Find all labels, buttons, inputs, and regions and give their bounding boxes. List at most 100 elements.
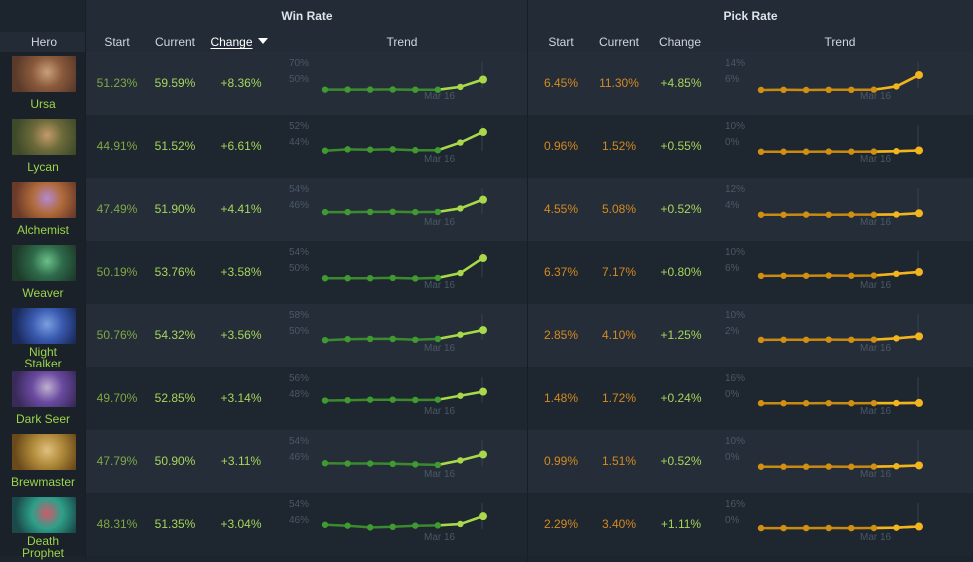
pick-trend-point[interactable]	[780, 272, 787, 279]
win-trend-point[interactable]	[434, 147, 442, 154]
pick-trend-point[interactable]	[848, 463, 855, 470]
win-trend-point[interactable]	[457, 331, 464, 338]
win-trend-point[interactable]	[479, 450, 487, 459]
pick-trend-point[interactable]	[802, 211, 810, 218]
win-trend-point[interactable]	[366, 460, 374, 467]
win-trend-point[interactable]	[434, 86, 442, 93]
win-trend-point[interactable]	[479, 254, 487, 263]
pick-trend-point[interactable]	[848, 86, 855, 94]
pick-trend-point[interactable]	[757, 463, 765, 470]
table-row[interactable]: Death Prophet 48.31% 51.35% +3.04% 2.29% 3.40…	[0, 493, 973, 560]
pick-trend-point[interactable]	[848, 336, 855, 343]
pick-trend-point[interactable]	[825, 463, 832, 470]
win-trend-point[interactable]	[479, 387, 487, 396]
pick-trend-point[interactable]	[870, 399, 878, 407]
win-trend-point[interactable]	[366, 335, 374, 343]
pick-trend-point[interactable]	[780, 148, 787, 155]
pick-trend-point[interactable]	[848, 400, 855, 407]
win-trend-point[interactable]	[412, 461, 419, 468]
table-row[interactable]: Dark Seer 49.70% 52.85% +3.14% 1.48% 1.72% +0.…	[0, 367, 973, 430]
pick-trend-point[interactable]	[757, 211, 765, 218]
win-trend-point[interactable]	[344, 460, 351, 467]
pick-trend-point[interactable]	[780, 336, 787, 343]
pick-trend-point[interactable]	[893, 335, 900, 342]
hero-name[interactable]: Death Prophet	[21, 534, 65, 560]
win-trend-point[interactable]	[321, 460, 329, 467]
win-trend-point[interactable]	[389, 523, 396, 530]
pick-trend-point[interactable]	[802, 400, 810, 407]
win-trend-point[interactable]	[344, 86, 351, 93]
death-prophet-portrait-icon[interactable]	[12, 497, 76, 533]
pick-trend-point[interactable]	[893, 399, 900, 407]
pick-trend-point[interactable]	[893, 270, 900, 278]
brewmaster-portrait-icon[interactable]	[12, 434, 76, 470]
ursa-portrait-icon[interactable]	[12, 56, 76, 92]
pick-trend-point[interactable]	[848, 148, 855, 155]
pick-trend-point[interactable]	[757, 86, 765, 94]
dark-seer-portrait-icon[interactable]	[12, 371, 76, 407]
pick-trend-point[interactable]	[825, 211, 832, 218]
hero-name[interactable]: Weaver	[22, 286, 64, 300]
col-win-change[interactable]: Change	[206, 35, 272, 49]
pick-trend-point[interactable]	[870, 148, 878, 155]
table-row[interactable]: Night Stalker 50.76% 54.32% +3.56% 2.85% 4.10…	[0, 304, 973, 370]
col-win-start[interactable]: Start	[104, 35, 130, 49]
lycan-portrait-icon[interactable]	[12, 119, 76, 155]
pick-trend-point[interactable]	[870, 272, 878, 279]
pick-trend-point[interactable]	[848, 524, 855, 532]
pick-trend-point[interactable]	[870, 336, 878, 343]
pick-trend-point[interactable]	[757, 400, 765, 407]
pick-trend-point[interactable]	[780, 463, 787, 470]
win-trend-point[interactable]	[389, 396, 396, 403]
pick-trend-point[interactable]	[870, 463, 878, 470]
win-trend-point[interactable]	[457, 520, 464, 528]
pick-trend-point[interactable]	[870, 86, 878, 93]
win-trend-point[interactable]	[412, 208, 419, 216]
win-trend-point[interactable]	[344, 208, 351, 216]
win-trend-point[interactable]	[389, 86, 396, 93]
pick-trend-point[interactable]	[825, 399, 832, 407]
pick-trend-point[interactable]	[870, 211, 878, 218]
pick-trend-point[interactable]	[915, 332, 923, 341]
win-trend-point[interactable]	[479, 75, 487, 84]
win-trend-point[interactable]	[389, 274, 396, 282]
col-win-current[interactable]: Current	[154, 35, 195, 49]
pick-trend-point[interactable]	[757, 272, 765, 280]
hero-name[interactable]: Alchemist	[16, 223, 69, 237]
weaver-portrait-icon[interactable]	[12, 245, 76, 281]
win-trend-point[interactable]	[321, 86, 329, 93]
win-trend-point[interactable]	[412, 275, 419, 282]
pick-trend-point[interactable]	[915, 146, 923, 155]
win-trend-point[interactable]	[412, 396, 419, 404]
win-trend-point[interactable]	[389, 208, 396, 215]
win-trend-point[interactable]	[457, 269, 464, 277]
win-trend-point[interactable]	[412, 336, 419, 343]
win-trend-point[interactable]	[366, 146, 374, 153]
col-pick-change[interactable]: Change	[658, 35, 702, 49]
pick-trend-point[interactable]	[825, 86, 832, 94]
hero-name[interactable]: Lycan	[27, 160, 59, 174]
pick-trend-point[interactable]	[915, 398, 923, 407]
pick-trend-point[interactable]	[893, 148, 900, 155]
win-trend-point[interactable]	[457, 392, 464, 399]
win-trend-point[interactable]	[434, 396, 442, 403]
pick-trend-point[interactable]	[825, 336, 832, 343]
pick-trend-point[interactable]	[915, 522, 923, 531]
pick-trend-point[interactable]	[780, 400, 787, 407]
win-trend-point[interactable]	[389, 460, 396, 467]
table-row[interactable]: Ursa 51.23% 59.59% +8.36% 6.45% 11.30% +4.85% 7…	[0, 52, 973, 115]
win-trend-point[interactable]	[344, 397, 351, 404]
table-row[interactable]: Lycan 44.91% 51.52% +6.61% 0.96% 1.52% +0.55% 5…	[0, 115, 973, 178]
col-pick-start[interactable]: Start	[548, 35, 574, 49]
win-trend-point[interactable]	[457, 457, 464, 464]
pick-trend-point[interactable]	[848, 211, 855, 218]
pick-trend-point[interactable]	[825, 272, 832, 279]
night-stalker-portrait-icon[interactable]	[12, 308, 76, 344]
win-trend-point[interactable]	[479, 195, 487, 204]
pick-trend-point[interactable]	[757, 524, 765, 532]
win-trend-point[interactable]	[457, 83, 464, 91]
col-pick-trend[interactable]: Trend	[824, 35, 856, 49]
pick-trend-point[interactable]	[757, 336, 765, 344]
win-trend-point[interactable]	[321, 208, 329, 216]
win-trend-point[interactable]	[321, 275, 329, 282]
